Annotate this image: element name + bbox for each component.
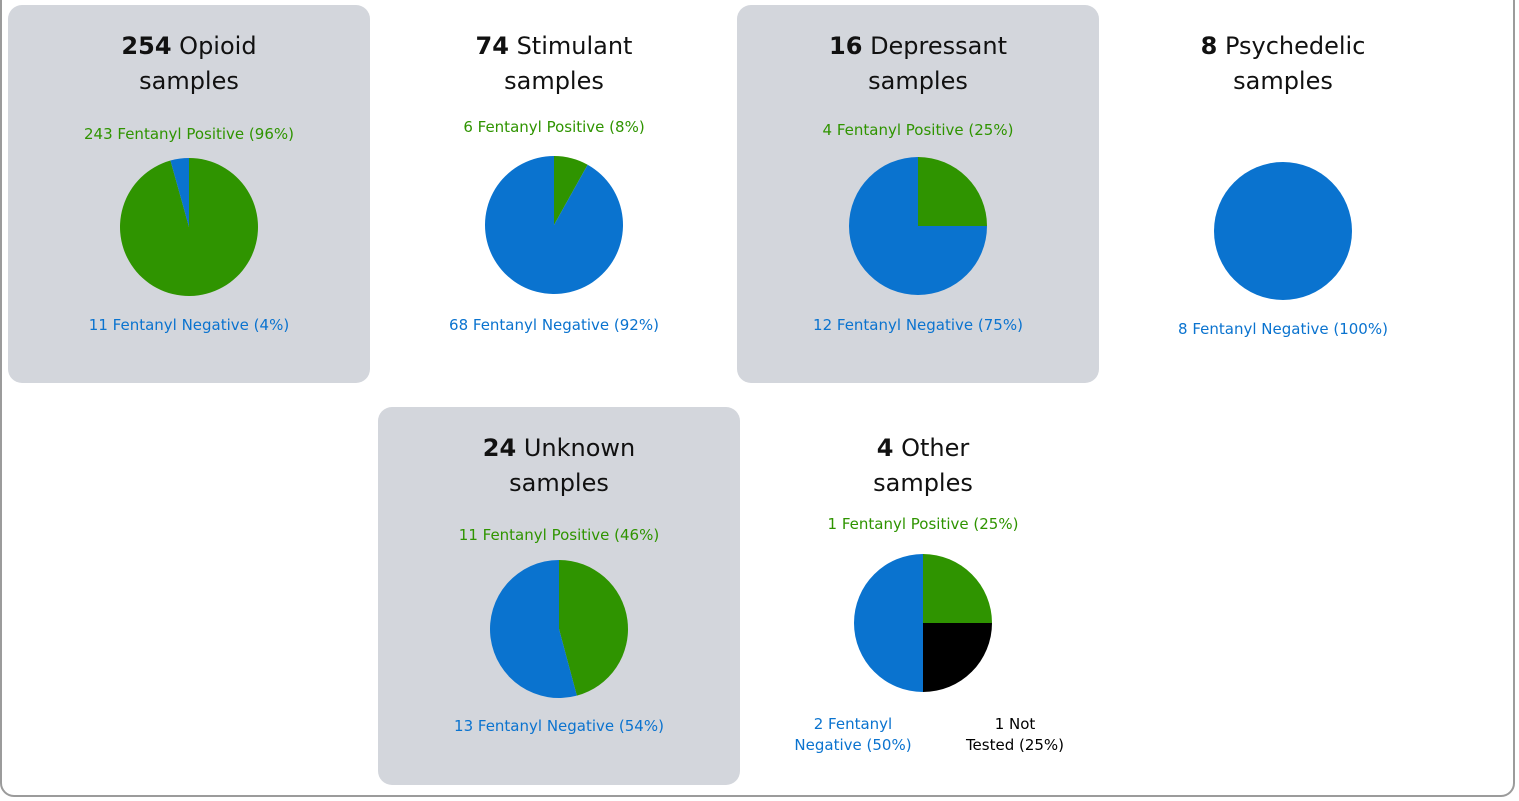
stimulant-panel: 74 Stimulant samples 6 Fentanyl Positive… — [373, 5, 735, 383]
fentanyl-positive-slice — [923, 554, 992, 623]
stimulant-pie-chart — [485, 156, 623, 294]
sample-count: 254 — [121, 32, 172, 60]
panel-title: 16 Depressant samples — [737, 29, 1099, 99]
fentanyl-positive-slice — [554, 156, 588, 225]
unit-label: samples — [873, 469, 973, 497]
fentanyl-negative-slice — [854, 554, 923, 692]
sample-count: 24 — [482, 434, 517, 462]
unit-label: samples — [509, 469, 609, 497]
category-name: Stimulant — [516, 32, 633, 60]
unit-label: samples — [868, 67, 968, 95]
panel-title: 254 Opioid samples — [8, 29, 370, 99]
positive-label: 4 Fentanyl Positive (25%) — [822, 121, 1014, 139]
unit-label: samples — [139, 67, 239, 95]
sample-count: 8 — [1200, 32, 1218, 60]
panel-title: 4 Other samples — [742, 431, 1104, 501]
negative-label-line-2: Negative (50%) — [794, 736, 912, 754]
negative-label: 2 Fentanyl Negative (50%) — [788, 714, 918, 756]
negative-label: 13 Fentanyl Negative (54%) — [454, 717, 664, 735]
not-tested-label: 1 Not Tested (25%) — [960, 714, 1070, 756]
fentanyl-negative-slice — [849, 157, 987, 295]
other-pie-chart — [854, 554, 992, 692]
negative-label: 8 Fentanyl Negative (100%) — [1178, 320, 1388, 338]
unit-label: samples — [504, 67, 604, 95]
panel-title: 24 Unknown samples — [378, 431, 740, 501]
depressant-panel: 16 Depressant samples 4 Fentanyl Positiv… — [737, 5, 1099, 383]
psychedelic-pie-chart — [1214, 162, 1352, 300]
sample-count: 16 — [829, 32, 863, 60]
negative-label-line-1: 2 Fentanyl — [813, 715, 893, 733]
psychedelic-panel: 8 Psychedelic samples 8 Fentanyl Negativ… — [1102, 5, 1464, 383]
unknown-pie-chart — [490, 560, 628, 698]
panel-title: 74 Stimulant samples — [373, 29, 735, 99]
depressant-pie-chart — [849, 157, 987, 295]
unit-label: samples — [1233, 67, 1333, 95]
category-name: Depressant — [870, 32, 1007, 60]
fentanyl-positive-slice — [918, 157, 987, 226]
positive-label: 243 Fentanyl Positive (96%) — [84, 125, 294, 143]
fentanyl-negative-slice — [485, 156, 623, 294]
unknown-panel: 24 Unknown samples 11 Fentanyl Positive … — [378, 407, 740, 785]
fentanyl-positive-slice — [120, 158, 259, 296]
fentanyl-positive-slice — [559, 560, 628, 696]
panel-title: 8 Psychedelic samples — [1102, 29, 1464, 99]
positive-label: 1 Fentanyl Positive (25%) — [827, 515, 1019, 533]
opioid-panel: 254 Opioid samples 243 Fentanyl Positive… — [8, 5, 370, 383]
positive-label: 11 Fentanyl Positive (46%) — [458, 526, 660, 544]
category-name: Other — [901, 434, 970, 462]
fentanyl-negative-slice — [1214, 162, 1352, 300]
category-name: Unknown — [523, 434, 636, 462]
sample-count: 74 — [475, 32, 509, 60]
not-tested-slice — [923, 623, 992, 692]
negative-label: 12 Fentanyl Negative (75%) — [813, 316, 1023, 334]
positive-label: 6 Fentanyl Positive (8%) — [463, 118, 645, 136]
negative-label: 11 Fentanyl Negative (4%) — [88, 316, 290, 334]
category-name: Opioid — [179, 32, 257, 60]
fentanyl-negative-slice — [170, 158, 189, 227]
sample-count: 4 — [876, 434, 894, 462]
fentanyl-negative-slice — [490, 560, 577, 698]
opioid-pie-chart — [120, 158, 259, 296]
not-tested-label-line-1: 1 Not — [994, 715, 1036, 733]
negative-label: 68 Fentanyl Negative (92%) — [449, 316, 659, 334]
other-panel: 4 Other samples 1 Fentanyl Positive (25%… — [742, 407, 1104, 785]
not-tested-label-line-2: Tested (25%) — [965, 736, 1065, 754]
category-name: Psychedelic — [1224, 32, 1366, 60]
